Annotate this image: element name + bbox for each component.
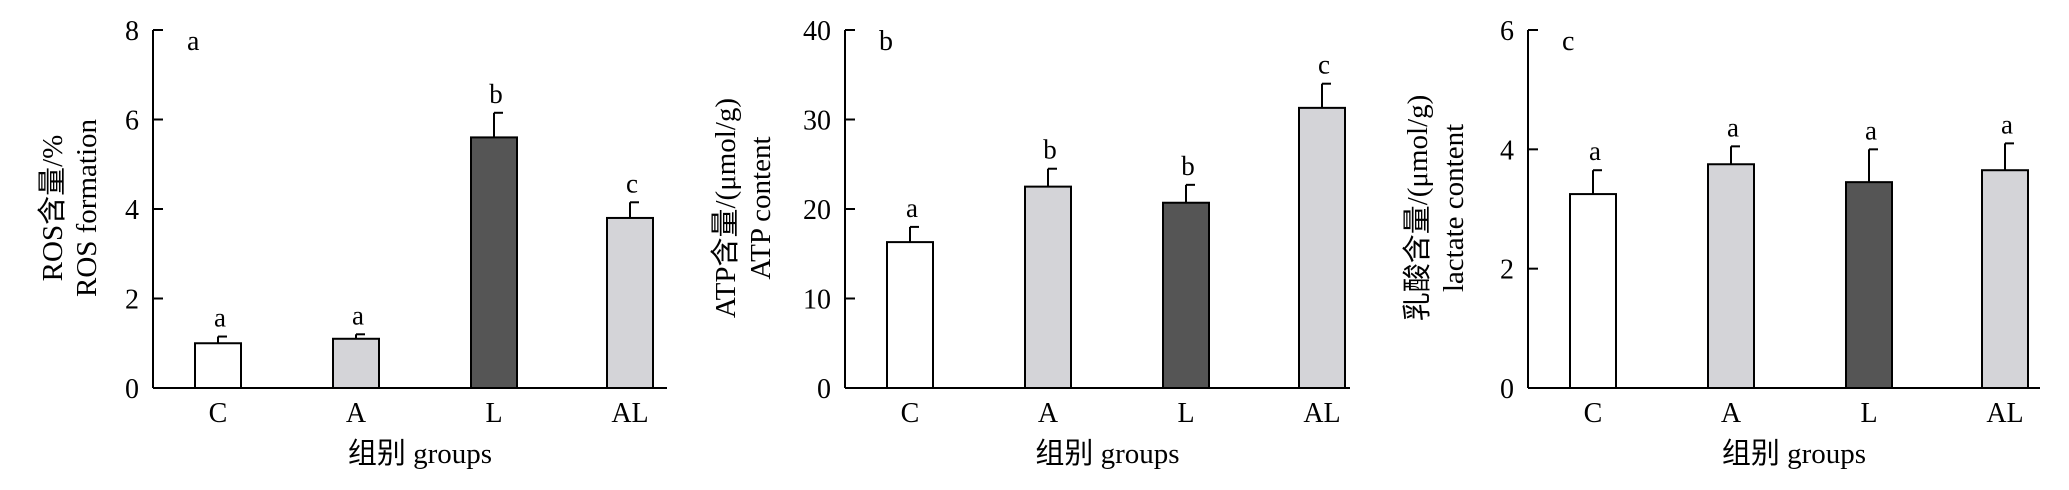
panel-letter: c <box>1562 26 1574 57</box>
y-axis-title: ROS含量/% <box>36 135 69 282</box>
bar-A <box>1024 185 1072 389</box>
x-tick-label: AL <box>1986 398 2023 429</box>
x-tick-label: A <box>346 398 367 429</box>
x-tick-label: L <box>485 398 502 429</box>
y-tick-label: 4 <box>125 195 139 226</box>
x-tick-label: C <box>901 398 920 429</box>
y-tick-label: 10 <box>803 285 831 316</box>
bar-AL <box>1298 106 1346 390</box>
x-axis-title: 组别 groups <box>1722 437 1866 470</box>
x-axis-title: 组别 groups <box>1035 437 1179 470</box>
significance-label: c <box>1318 50 1330 80</box>
x-tick-label: L <box>1177 398 1194 429</box>
panel-b: 0 10 20 30 40 b a Cb Ab Lc AL 组别 groups ATP含量/(μmol/… <box>709 16 1350 470</box>
x-axis-title: 组别 groups <box>348 437 492 470</box>
y-tick-label: 6 <box>125 106 139 137</box>
x-tick-label: AL <box>611 398 648 429</box>
significance-label: b <box>489 79 503 109</box>
x-tick-label: C <box>209 398 228 429</box>
y-tick-label: 40 <box>803 16 831 47</box>
x-tick-label: A <box>1721 398 1742 429</box>
bar-A <box>1707 163 1755 389</box>
significance-label: a <box>214 303 226 333</box>
bar-L <box>1162 201 1210 389</box>
panel-letter: b <box>879 26 893 57</box>
panel-a: 0 2 4 6 8 a a Ca Ab Lc AL 组别 groups ROS含量/% ROS forma… <box>36 16 667 470</box>
bar-L <box>1845 181 1893 389</box>
y-tick-label: 0 <box>817 374 831 405</box>
bar-A <box>332 337 380 389</box>
y-tick-label: 8 <box>125 16 139 47</box>
significance-label: b <box>1043 135 1057 165</box>
significance-label: a <box>2001 109 2013 139</box>
significance-label: a <box>352 300 364 330</box>
panel-c: 0 2 4 6 c a Ca Aa La AL 组别 groups 乳酸含量/(μmol/g) lact… <box>1401 16 2040 470</box>
y-axis-title: ROS formation <box>71 118 103 297</box>
x-tick-label: C <box>1584 398 1603 429</box>
bar-AL <box>1981 169 2029 389</box>
bar-AL <box>606 216 654 389</box>
significance-label: a <box>1865 115 1877 145</box>
panel-letter: a <box>187 26 200 57</box>
y-tick-label: 4 <box>1500 135 1514 166</box>
y-tick-label: 6 <box>1500 16 1514 47</box>
significance-label: a <box>1589 136 1601 166</box>
x-tick-label: L <box>1860 398 1877 429</box>
y-axis-title: ATP含量/(μmol/g) <box>709 98 742 318</box>
y-tick-label: 2 <box>1500 255 1514 286</box>
significance-label: a <box>1727 112 1739 142</box>
bar-C <box>1569 193 1617 389</box>
y-axis-title: ATP content <box>745 136 777 279</box>
y-axis-title: lactate content <box>1438 124 1470 292</box>
y-axis-title: 乳酸含量/(μmol/g) <box>1401 95 1434 322</box>
bar-L <box>470 136 518 389</box>
y-tick-label: 0 <box>1500 374 1514 405</box>
x-tick-label: A <box>1038 398 1059 429</box>
y-tick-label: 2 <box>125 285 139 316</box>
significance-label: b <box>1181 151 1195 181</box>
bar-C <box>194 342 242 389</box>
x-tick-label: AL <box>1303 398 1340 429</box>
y-tick-label: 20 <box>803 195 831 226</box>
y-tick-label: 0 <box>125 374 139 405</box>
bar-C <box>886 241 934 389</box>
significance-label: c <box>626 168 638 198</box>
significance-label: a <box>906 193 918 223</box>
y-tick-label: 30 <box>803 106 831 137</box>
